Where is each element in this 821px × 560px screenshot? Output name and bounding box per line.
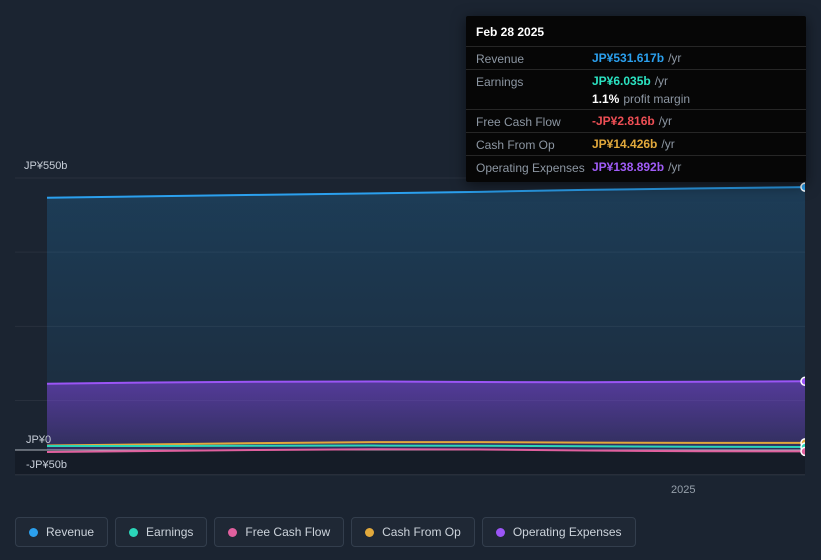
y-axis-label-negative: -JP¥50b bbox=[26, 459, 67, 471]
tooltip-suffix: /yr bbox=[654, 74, 669, 88]
legend-label: Operating Expenses bbox=[512, 525, 622, 539]
profit-margin-line: 1.1% profit margin bbox=[592, 92, 796, 106]
tooltip-value: JP¥6.035b bbox=[592, 74, 651, 88]
x-axis-tick-2025: 2025 bbox=[671, 484, 696, 496]
legend-item-free-cash-flow[interactable]: Free Cash Flow bbox=[214, 517, 345, 547]
y-axis-label-top: JP¥550b bbox=[24, 160, 68, 172]
tooltip-label: Cash From Op bbox=[476, 138, 555, 152]
tooltip-value: JP¥138.892b bbox=[592, 160, 665, 174]
tooltip-suffix: /yr bbox=[658, 114, 673, 128]
legend-item-operating-expenses[interactable]: Operating Expenses bbox=[481, 517, 636, 547]
legend-label: Free Cash Flow bbox=[245, 525, 331, 539]
y-axis-label-zero: JP¥0 bbox=[26, 434, 52, 446]
legend-item-revenue[interactable]: Revenue bbox=[15, 517, 109, 547]
earnings-revenue-chart[interactable] bbox=[15, 158, 805, 480]
legend-label: Revenue bbox=[46, 525, 95, 539]
profit-margin-label: profit margin bbox=[623, 92, 691, 106]
tooltip-value: -JP¥2.816b bbox=[592, 114, 655, 128]
tooltip-date: Feb 28 2025 bbox=[476, 25, 545, 39]
chart-legend: Revenue Earnings Free Cash Flow Cash Fro… bbox=[15, 517, 636, 547]
tooltip-suffix: /yr bbox=[661, 137, 675, 151]
legend-label: Cash From Op bbox=[382, 525, 461, 539]
tooltip-label: Earnings bbox=[476, 75, 524, 89]
operating-expenses-series-dot bbox=[495, 527, 505, 537]
profit-margin-value: 1.1% bbox=[592, 92, 620, 106]
tooltip-row-cash-from-op: Cash From Op JP¥14.426b/yr bbox=[466, 132, 806, 155]
chart-tooltip: Feb 28 2025 Revenue JP¥531.617b/yr Earni… bbox=[466, 16, 806, 182]
tooltip-row-operating-expenses: Operating Expenses JP¥138.892b/yr bbox=[466, 155, 806, 178]
tooltip-suffix: /yr bbox=[668, 160, 682, 174]
tooltip-label: Free Cash Flow bbox=[476, 115, 561, 129]
tooltip-label: Revenue bbox=[476, 52, 525, 66]
tooltip-row-revenue: Revenue JP¥531.617b/yr bbox=[466, 46, 806, 69]
tooltip-value: JP¥14.426b bbox=[592, 137, 658, 151]
legend-label: Earnings bbox=[146, 525, 194, 539]
tooltip-row-earnings: Earnings JP¥6.035b/yr 1.1% profit margin bbox=[466, 69, 806, 109]
earnings-series-dot bbox=[129, 527, 139, 537]
chart-svg bbox=[15, 177, 805, 476]
tooltip-value: JP¥531.617b bbox=[592, 51, 665, 65]
legend-item-earnings[interactable]: Earnings bbox=[115, 517, 208, 547]
legend-item-cash-from-op[interactable]: Cash From Op bbox=[351, 517, 475, 547]
cash-from-op-series-dot bbox=[365, 527, 375, 537]
tooltip-row-free-cash-flow: Free Cash Flow -JP¥2.816b/yr bbox=[466, 109, 806, 132]
free-cash-flow-series-dot bbox=[228, 527, 238, 537]
tooltip-suffix: /yr bbox=[668, 51, 682, 65]
tooltip-label: Operating Expenses bbox=[476, 161, 585, 175]
revenue-series-dot bbox=[29, 527, 38, 537]
